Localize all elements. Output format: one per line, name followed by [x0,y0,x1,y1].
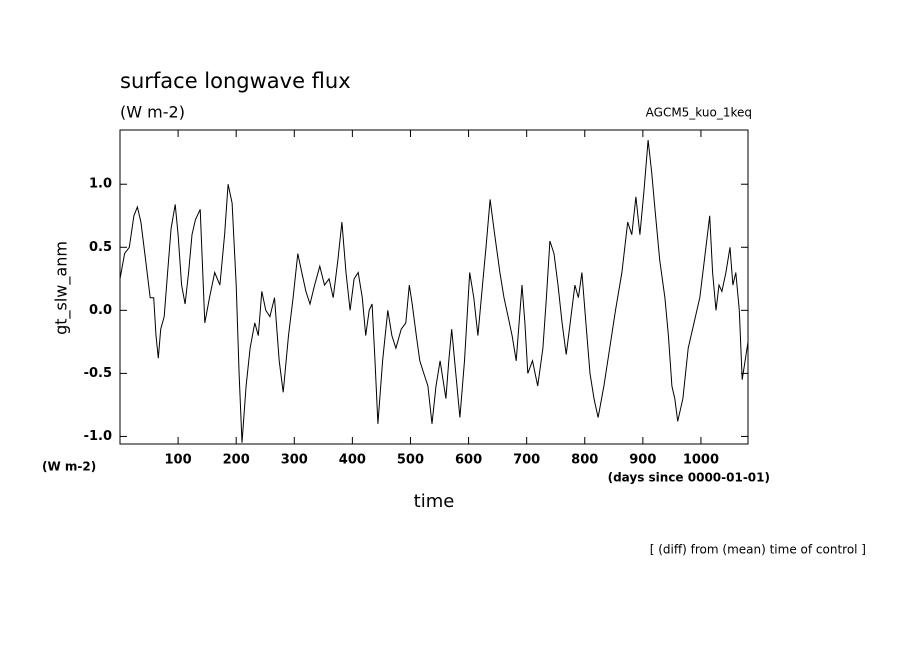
x-tick-label: 700 [513,453,540,468]
x-tick-label: 1000 [683,453,719,468]
chart-title: surface longwave flux [120,69,351,93]
y-tick-label: -1.0 [84,429,112,444]
y-units: (W m-2) [42,460,96,474]
y-tick-label: -0.5 [84,366,112,381]
y-tick-label: 0.0 [89,303,112,318]
chart-subtitle: (W m-2) [120,103,185,122]
x-tick-label: 100 [165,453,192,468]
y-tick-label: 0.5 [89,240,112,255]
x-tick-label: 400 [339,453,366,468]
x-units: (days since 0000-01-01) [608,471,770,485]
footnote: [ (diff) from (mean) time of control ] [650,543,866,557]
plot-frame [119,129,749,445]
x-tick-label: 900 [629,453,656,468]
x-tick-label: 500 [397,453,424,468]
x-axis-label: time [414,491,455,512]
annotation: AGCM5_kuo_1keq [646,106,752,120]
x-tick-label: 300 [281,453,308,468]
x-tick-label: 600 [455,453,482,468]
y-tick-label: 1.0 [89,177,112,192]
y-axis-label: gt_slw_anm [52,241,72,335]
data-line [119,140,749,443]
x-tick-label: 800 [571,453,598,468]
x-tick-label: 200 [223,453,250,468]
